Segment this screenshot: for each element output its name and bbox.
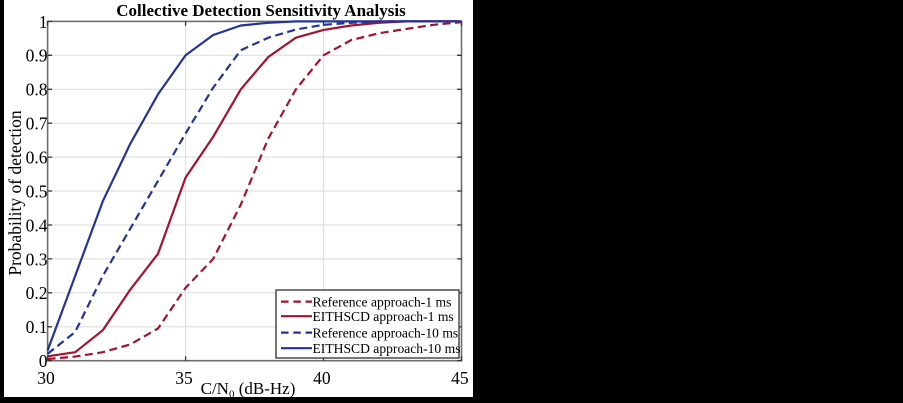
svg-text:35: 35 [175,368,193,388]
svg-text:0.1: 0.1 [26,317,48,337]
svg-text:0.7: 0.7 [26,114,48,134]
svg-text:0.3: 0.3 [26,249,48,269]
svg-text:Reference approach-1 ms: Reference approach-1 ms [313,294,452,309]
svg-text:0.5: 0.5 [26,181,48,201]
svg-text:EITHSCD approach-10 ms: EITHSCD approach-10 ms [313,341,461,356]
svg-text:C/N0 (dB-Hz): C/N0 (dB-Hz) [201,379,296,401]
svg-text:30: 30 [37,368,55,388]
svg-text:Reference approach-10 ms: Reference approach-10 ms [313,325,459,340]
svg-text:45: 45 [451,368,469,388]
svg-text:0.6: 0.6 [26,148,48,168]
svg-text:0: 0 [39,351,48,371]
svg-text:Probability of detection: Probability of detection [5,110,25,275]
svg-text:1: 1 [39,12,48,32]
svg-text:EITHSCD approach-1 ms: EITHSCD approach-1 ms [313,309,454,324]
svg-text:Collective Detection Sensitivi: Collective Detection Sensitivity Analysi… [116,1,406,20]
svg-text:0.8: 0.8 [26,80,48,100]
svg-text:0.2: 0.2 [26,283,48,303]
svg-text:40: 40 [313,368,331,388]
svg-text:0.4: 0.4 [26,215,48,235]
svg-text:0.9: 0.9 [26,46,48,66]
